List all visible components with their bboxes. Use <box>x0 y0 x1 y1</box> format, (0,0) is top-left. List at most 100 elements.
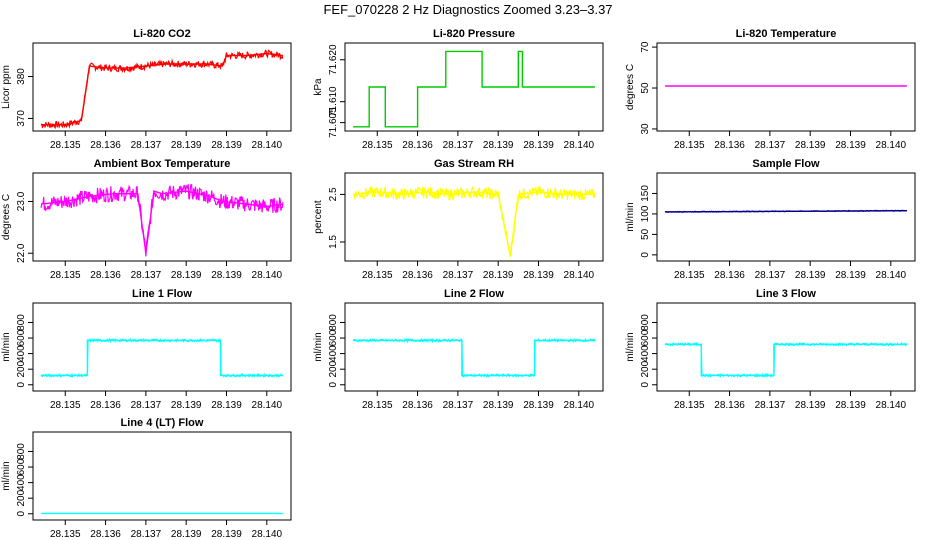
li-820-pressure-x-tick-label: 28.139 <box>483 140 514 151</box>
li-820-pressure-x-tick-label: 28.139 <box>523 140 554 151</box>
gas-stream-rh-series-noise <box>352 185 596 258</box>
line-1-flow-x-tick-label: 28.137 <box>131 400 162 411</box>
li-820-pressure-series-line <box>353 50 595 128</box>
ambient-box-temperature-y-tick-label: 22.0 <box>16 243 27 263</box>
sample-flow-y-tick-label: 150 <box>640 185 651 202</box>
li-820-pressure-x-tick-label: 28.135 <box>362 140 393 151</box>
sample-flow-x-tick-label: 28.139 <box>795 270 826 281</box>
line-3-flow-y-tick-label: 200 <box>640 360 651 377</box>
line-3-flow-x-tick-label: 28.136 <box>714 400 745 411</box>
line-3-flow-series-line <box>665 343 907 377</box>
li-820-temperature-x-tick-label: 28.137 <box>755 140 786 151</box>
li-820-temperature-x-tick-label: 28.140 <box>876 140 907 151</box>
li-820-pressure-plot-frame <box>344 42 604 132</box>
gas-stream-rh-x-tick-label: 28.139 <box>483 270 514 281</box>
sample-flow-x-tick-label: 28.135 <box>674 270 705 281</box>
line-1-flow-y-tick-label: 800 <box>16 314 27 331</box>
line-3-flow-x-tick-label: 28.140 <box>876 400 907 411</box>
sample-flow-x-tick-label: 28.139 <box>835 270 866 281</box>
li-820-co2-y-tick-label: 370 <box>16 110 27 127</box>
sample-flow-x-tick-label: 28.136 <box>714 270 745 281</box>
li-820-co2-title: Li-820 CO2 <box>133 28 190 40</box>
ambient-box-temperature-x-tick-label: 28.140 <box>252 270 283 281</box>
sample-flow-y-axis-label: ml/min <box>625 202 636 231</box>
li-820-pressure-x-tick-label: 28.140 <box>564 140 595 151</box>
li-820-co2-y-tick-label: 380 <box>16 68 27 85</box>
ambient-box-temperature-x-tick-label: 28.137 <box>131 270 162 281</box>
li-820-temperature-title: Li-820 Temperature <box>736 28 837 40</box>
line-1-flow-y-tick-label: 200 <box>16 360 27 377</box>
line-4-lt-flow-y-axis-label: ml/min <box>1 461 12 490</box>
line-3-flow-y-tick-label: 800 <box>640 314 651 331</box>
sample-flow-x-tick-label: 28.140 <box>876 270 907 281</box>
line-1-flow-series-line <box>41 339 283 377</box>
line-3-flow-plot-frame <box>656 302 916 392</box>
li-820-co2-series-noise <box>40 49 284 130</box>
gas-stream-rh-plot-frame <box>344 172 604 262</box>
gas-stream-rh-y-tick-label: 1.5 <box>328 235 339 249</box>
gas-stream-rh-title: Gas Stream RH <box>434 158 514 170</box>
li-820-co2-x-tick-label: 28.139 <box>171 140 202 151</box>
ambient-box-temperature-y-tick-label: 23.0 <box>16 191 27 211</box>
ambient-box-temperature-x-tick-label: 28.135 <box>50 270 81 281</box>
line-1-flow-x-tick-label: 28.135 <box>50 400 81 411</box>
line-4-lt-flow-x-tick-label: 28.140 <box>252 529 283 540</box>
line-4-lt-flow-x-tick-label: 28.136 <box>90 529 121 540</box>
sample-flow-series-line <box>665 210 907 213</box>
line-4-lt-flow-y-tick-label: 0 <box>16 511 27 517</box>
line-1-flow-y-tick-label: 600 <box>16 329 27 346</box>
li-820-temperature-y-tick-label: 50 <box>640 82 651 94</box>
line-2-flow-y-tick-label: 800 <box>328 314 339 331</box>
li-820-co2-x-tick-label: 28.137 <box>131 140 162 151</box>
line-1-flow-plot-frame <box>32 302 292 392</box>
li-820-temperature-x-tick-label: 28.136 <box>714 140 745 151</box>
line-1-flow-title: Line 1 Flow <box>132 288 192 300</box>
line-2-flow-x-tick-label: 28.137 <box>443 400 474 411</box>
line-2-flow-title: Line 2 Flow <box>444 288 504 300</box>
line-1-flow-y-tick-label: 400 <box>16 345 27 362</box>
gas-stream-rh-series-line <box>353 191 595 257</box>
sample-flow-plot-frame <box>656 172 916 262</box>
li-820-temperature-x-tick-label: 28.139 <box>795 140 826 151</box>
line-4-lt-flow-y-tick-label: 400 <box>16 474 27 491</box>
sample-flow-y-tick-label: 0 <box>640 252 651 258</box>
line-2-flow-series-line <box>353 339 595 377</box>
li-820-temperature-y-tick-label: 30 <box>640 123 651 135</box>
gas-stream-rh-y-tick-label: 2.5 <box>328 187 339 201</box>
gas-stream-rh-y-axis-label: percent <box>313 200 324 234</box>
line-4-lt-flow-x-tick-label: 28.137 <box>131 529 162 540</box>
line-2-flow-plot-frame <box>344 302 604 392</box>
sample-flow-title: Sample Flow <box>752 158 820 170</box>
line-2-flow-x-tick-label: 28.140 <box>564 400 595 411</box>
line-2-flow-y-tick-label: 600 <box>328 329 339 346</box>
line-2-flow-y-tick-label: 200 <box>328 360 339 377</box>
line-2-flow-x-tick-label: 28.135 <box>362 400 393 411</box>
line-3-flow-y-tick-label: 400 <box>640 345 651 362</box>
li-820-temperature-y-axis-label: degrees C <box>625 64 636 110</box>
li-820-pressure-y-axis-label: kPa <box>313 78 324 96</box>
gas-stream-rh-x-tick-label: 28.137 <box>443 270 474 281</box>
line-1-flow-y-axis-label: ml/min <box>1 332 12 361</box>
sample-flow-y-tick-label: 50 <box>640 228 651 240</box>
line-2-flow-series-noise <box>352 337 596 378</box>
gas-stream-rh-x-tick-label: 28.136 <box>402 270 433 281</box>
gas-stream-rh-x-tick-label: 28.139 <box>523 270 554 281</box>
line-4-lt-flow-x-tick-label: 28.139 <box>211 529 242 540</box>
line-3-flow-x-tick-label: 28.135 <box>674 400 705 411</box>
line-2-flow-x-tick-label: 28.139 <box>483 400 514 411</box>
line-3-flow-y-tick-label: 600 <box>640 329 651 346</box>
line-3-flow-y-tick-label: 0 <box>640 382 651 388</box>
li-820-pressure-x-tick-label: 28.136 <box>402 140 433 151</box>
gas-stream-rh-x-tick-label: 28.135 <box>362 270 393 281</box>
line-4-lt-flow-y-tick-label: 600 <box>16 458 27 475</box>
line-2-flow-x-tick-label: 28.136 <box>402 400 433 411</box>
line-4-lt-flow-y-tick-label: 200 <box>16 489 27 506</box>
line-4-lt-flow-x-tick-label: 28.139 <box>171 529 202 540</box>
ambient-box-temperature-x-tick-label: 28.136 <box>90 270 121 281</box>
li-820-temperature-x-tick-label: 28.139 <box>835 140 866 151</box>
line-1-flow-x-tick-label: 28.136 <box>90 400 121 411</box>
line-2-flow-y-tick-label: 0 <box>328 382 339 388</box>
line-1-flow-y-tick-label: 0 <box>16 382 27 388</box>
line-4-lt-flow-x-tick-label: 28.135 <box>50 529 81 540</box>
